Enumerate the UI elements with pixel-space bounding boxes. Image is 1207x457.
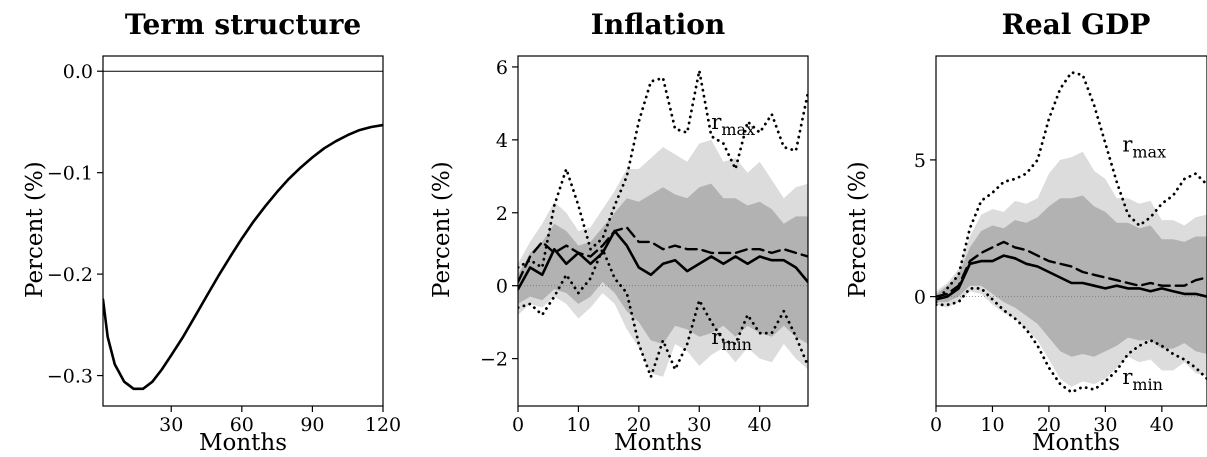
annotation-subscript: max [1132, 143, 1166, 162]
panel-inflation: Inflation Percent (%) Months 0 10 20 30 40 6 4… [400, 0, 810, 457]
x-tick-label: 10 [566, 414, 590, 436]
y-tick-label: 0.0 [63, 61, 93, 83]
y-tick-label: −0.1 [47, 163, 93, 185]
annotation-subscript: max [721, 120, 755, 139]
x-tick-label: 40 [1150, 414, 1174, 436]
panel-title: Real GDP [1001, 8, 1151, 41]
plot-frame [935, 55, 1207, 407]
annotation-label: rmin [1122, 365, 1163, 394]
x-tick-label: 20 [627, 414, 651, 436]
x-tick-label: 90 [300, 414, 324, 436]
chart-svg-term-structure: 30 60 90 120 0.0 −0.1 −0.2 −0.3 [47, 55, 401, 436]
y-tick-label: 2 [496, 203, 508, 225]
x-axis-label: Months [198, 430, 288, 456]
y-tick-label: −0.3 [47, 366, 93, 388]
annotation-subscript: min [1132, 375, 1163, 394]
y-tick-label: 5 [914, 150, 926, 172]
plot-frame [517, 55, 809, 407]
panel-title: Inflation [590, 8, 726, 41]
x-axis-label: Months [613, 430, 703, 456]
annotation-subscript: min [721, 335, 752, 354]
y-tick-label: 6 [496, 57, 508, 79]
y-tick-label: −0.2 [47, 264, 93, 286]
series-dotted-line [936, 287, 1207, 394]
plot-area [936, 71, 1207, 394]
series-dashed-line [518, 226, 808, 284]
y-tick-label: −2 [480, 349, 508, 371]
plot-area [518, 69, 808, 379]
panel-title: Term structure [124, 8, 362, 41]
plot-area [103, 70, 383, 391]
plot-frame [102, 55, 384, 407]
x-tick-label: 30 [159, 414, 183, 436]
x-tick-label: 30 [687, 414, 711, 436]
panel-real-gdp: Real GDP Percent (%) Months 0 10 20 30 40 5 0 r… [810, 0, 1207, 457]
y-tick-label: 4 [496, 130, 508, 152]
series-dotted-line [518, 247, 808, 379]
x-tick-label: 0 [930, 414, 942, 436]
x-tick-label: 10 [980, 414, 1004, 436]
annotation-label: rmax [711, 110, 755, 139]
annotation-label: rmax [1122, 133, 1166, 162]
panel-term-structure: Term structure Percent (%) Months 30 60 90… [0, 0, 401, 457]
x-tick-label: 30 [1093, 414, 1117, 436]
band-inner [936, 195, 1207, 357]
y-tick-label: 0 [496, 276, 508, 298]
x-tick-label: 20 [1037, 414, 1061, 436]
y-tick-label: 0 [914, 287, 926, 309]
series-dashed-line [936, 240, 1207, 298]
x-axis-label: Months [1031, 430, 1121, 456]
x-tick-label: 0 [512, 414, 524, 436]
x-tick-label: 60 [230, 414, 254, 436]
x-tick-label: 120 [365, 414, 401, 436]
series-solid-line [936, 254, 1207, 301]
series-solid-line [103, 123, 383, 391]
x-tick-label: 40 [748, 414, 772, 436]
series-solid-line [518, 229, 808, 291]
